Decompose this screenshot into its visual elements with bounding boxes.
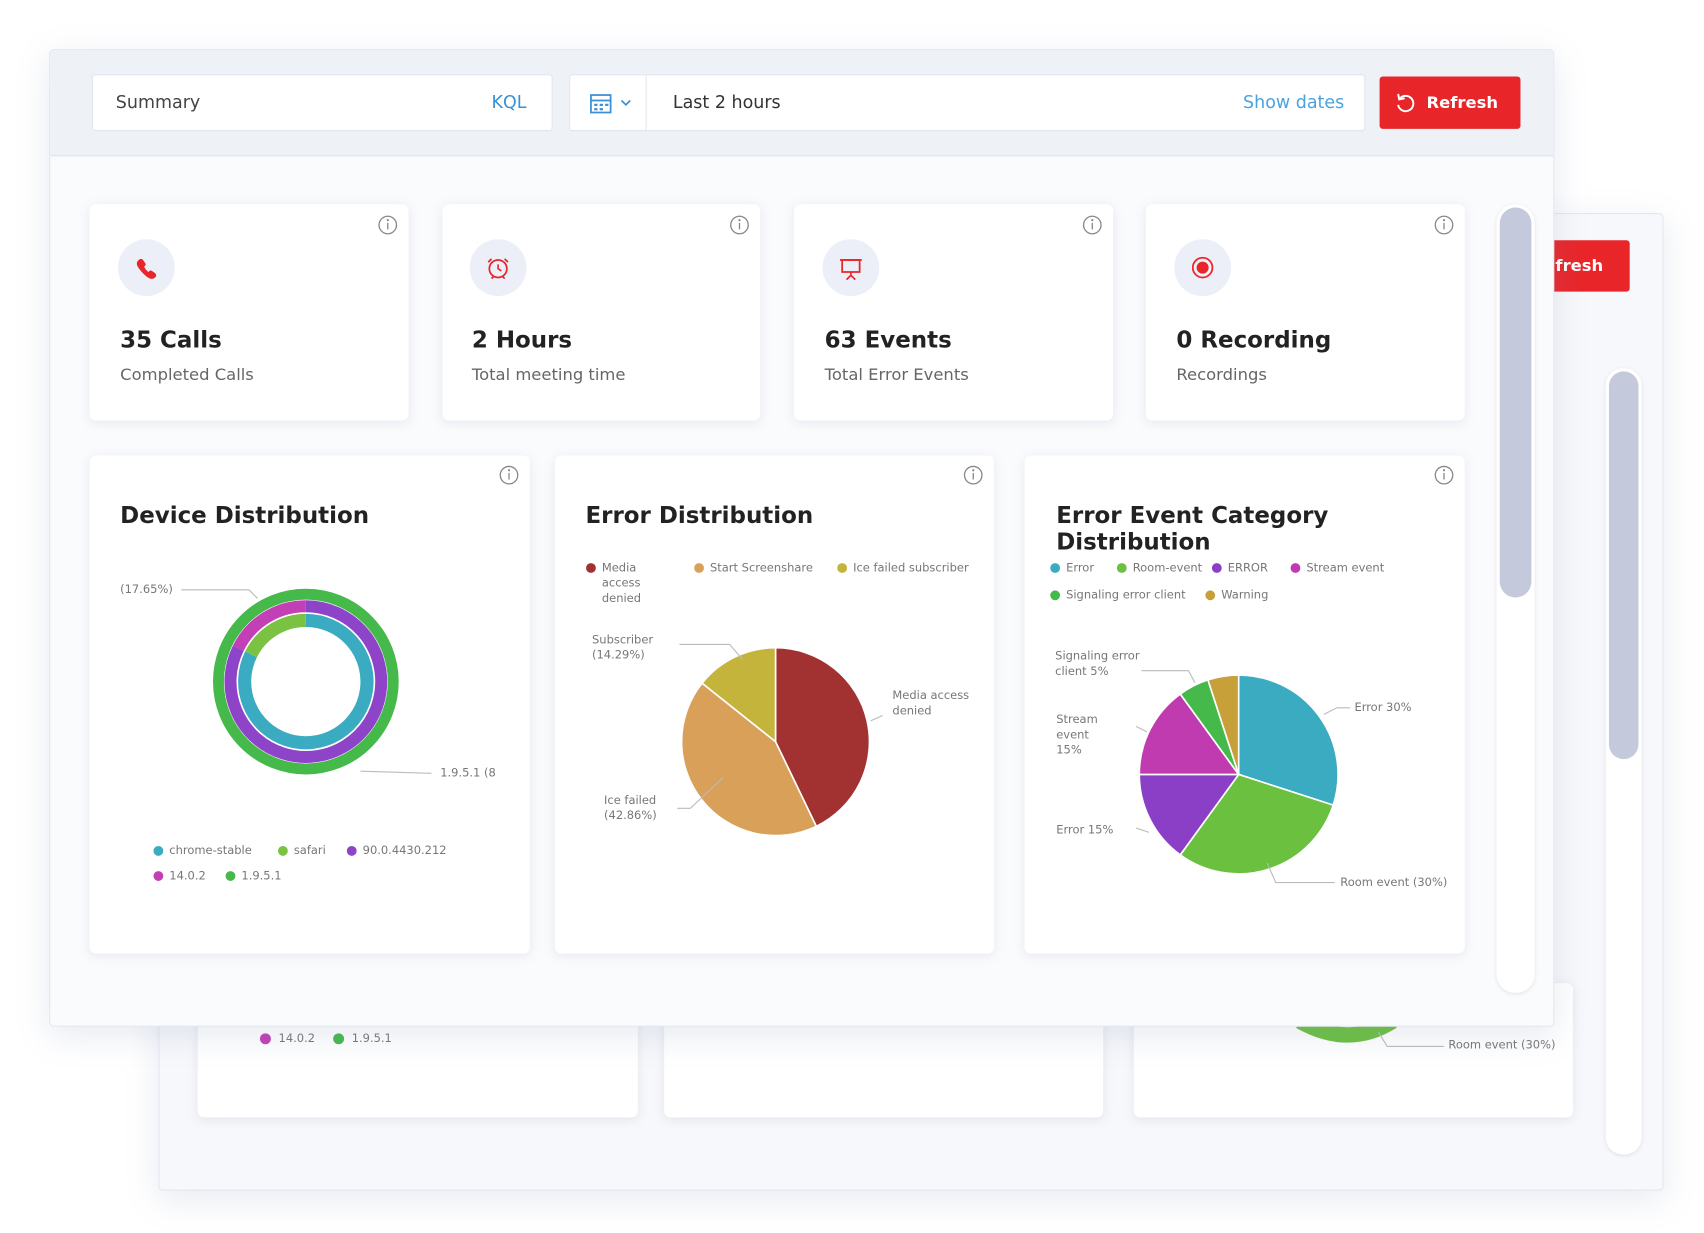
legend-dot	[1050, 590, 1061, 601]
legend-label: Error	[1066, 561, 1095, 575]
leader-line	[360, 770, 432, 774]
date-box: Last 2 hours Show dates	[569, 74, 1366, 132]
legend-dot	[586, 563, 596, 573]
legend-dot	[1211, 563, 1222, 573]
ring-segment	[245, 613, 307, 658]
leader-line	[870, 714, 883, 722]
legend-label: safari	[293, 844, 326, 858]
back-legend-label: 14.0.2	[278, 1032, 316, 1046]
back-legend-dot	[333, 1033, 345, 1045]
legend-dot	[1050, 563, 1061, 573]
pie-slice	[1206, 674, 1240, 775]
chart-title: Error Event Category Distribution	[1056, 502, 1329, 555]
pie-slice	[774, 646, 871, 828]
refresh-label: Refresh	[1426, 92, 1499, 113]
leader-line	[1141, 670, 1196, 683]
leader-line	[1266, 862, 1335, 884]
slice-label: Room event (30%)	[1340, 876, 1448, 890]
legend-dot	[153, 871, 164, 881]
leader-line	[1135, 725, 1148, 733]
legend-label: chrome-stable	[169, 844, 252, 858]
back-slice-label: Room event (30%)	[1448, 1038, 1556, 1052]
legend-dot	[694, 563, 704, 573]
leader-line	[679, 643, 744, 661]
pie-slice	[680, 681, 818, 837]
legend-label: Room-event	[1132, 561, 1203, 575]
search-text: Summary	[115, 91, 201, 113]
ring-segment	[238, 613, 374, 750]
calendar-icon	[590, 94, 631, 114]
legend-label: Signaling error client	[1066, 588, 1186, 602]
legend-label: Warning	[1221, 588, 1269, 602]
legend-dot	[1116, 563, 1127, 573]
chart-card: Device Distribution	[89, 455, 530, 954]
back-scroll-thumb	[1608, 371, 1639, 760]
chart-title: Error Distribution	[585, 502, 814, 529]
legend-label: Ice failed subscriber	[853, 561, 969, 575]
refresh-button[interactable]: Refresh	[1379, 76, 1521, 129]
legend-label: 1.9.5.1	[241, 869, 282, 883]
refresh-icon	[1397, 93, 1415, 113]
legend-label: Start Screenshare	[709, 561, 813, 575]
legend-dot	[277, 845, 288, 856]
legend-dot	[225, 871, 236, 881]
legend-label: Stream event	[1306, 561, 1385, 575]
time-range: Last 2 hours	[672, 91, 781, 113]
legend-dot	[1290, 563, 1301, 573]
slice-label: Signaling error client 5%	[1055, 649, 1140, 679]
leader-line	[1135, 827, 1150, 833]
legend-dot	[346, 845, 357, 856]
annotation: (17.65%)	[120, 583, 173, 597]
leader-line	[677, 777, 724, 809]
slice-label: Error 15%	[1056, 823, 1114, 837]
legend-dot	[837, 563, 848, 573]
slice-label: Error 30%	[1354, 701, 1412, 715]
back-legend-label: 1.9.5.1	[351, 1032, 392, 1046]
chart-title: Device Distribution	[120, 502, 370, 529]
back-legend-dot	[259, 1033, 271, 1045]
slice-label: Ice failed (42.86%)	[604, 794, 657, 823]
ring-segment	[212, 588, 399, 775]
legend-label: 90.0.4430.212	[362, 844, 447, 858]
pie-slice	[700, 646, 777, 744]
legend-label: Media access denied	[601, 561, 641, 606]
legend-label: ERROR	[1227, 561, 1268, 575]
legend-dot	[153, 845, 164, 856]
kql-toggle[interactable]: KQL	[491, 91, 527, 113]
pie-slice	[1237, 674, 1339, 807]
slice-label: Stream event 15%	[1056, 713, 1098, 757]
annotation: 1.9.5.1 (8	[440, 766, 496, 780]
show-dates-link[interactable]: Show dates	[1243, 91, 1345, 113]
slice-label: Media access denied	[892, 689, 970, 718]
pie-slice	[1138, 692, 1241, 776]
legend-label: 14.0.2	[169, 869, 206, 883]
leader-line	[1323, 707, 1351, 715]
phone-icon	[117, 239, 175, 297]
leader-line	[181, 589, 259, 599]
ring-segment	[224, 600, 388, 763]
stat-value: 35 Calls	[120, 326, 222, 353]
calendar-button[interactable]	[570, 75, 647, 130]
pie-slice	[1138, 773, 1241, 857]
stat-card: 35 Calls Completed Calls	[89, 204, 409, 421]
legend-dot	[1205, 590, 1216, 601]
back-leader	[1378, 1031, 1445, 1047]
slice-label: Subscriber (14.29%)	[592, 633, 654, 662]
scroll-thumb[interactable]	[1499, 207, 1532, 598]
search-box[interactable]: Summary KQL	[91, 74, 553, 132]
ring-segment	[232, 600, 307, 651]
stat-label: Completed Calls	[120, 364, 254, 385]
